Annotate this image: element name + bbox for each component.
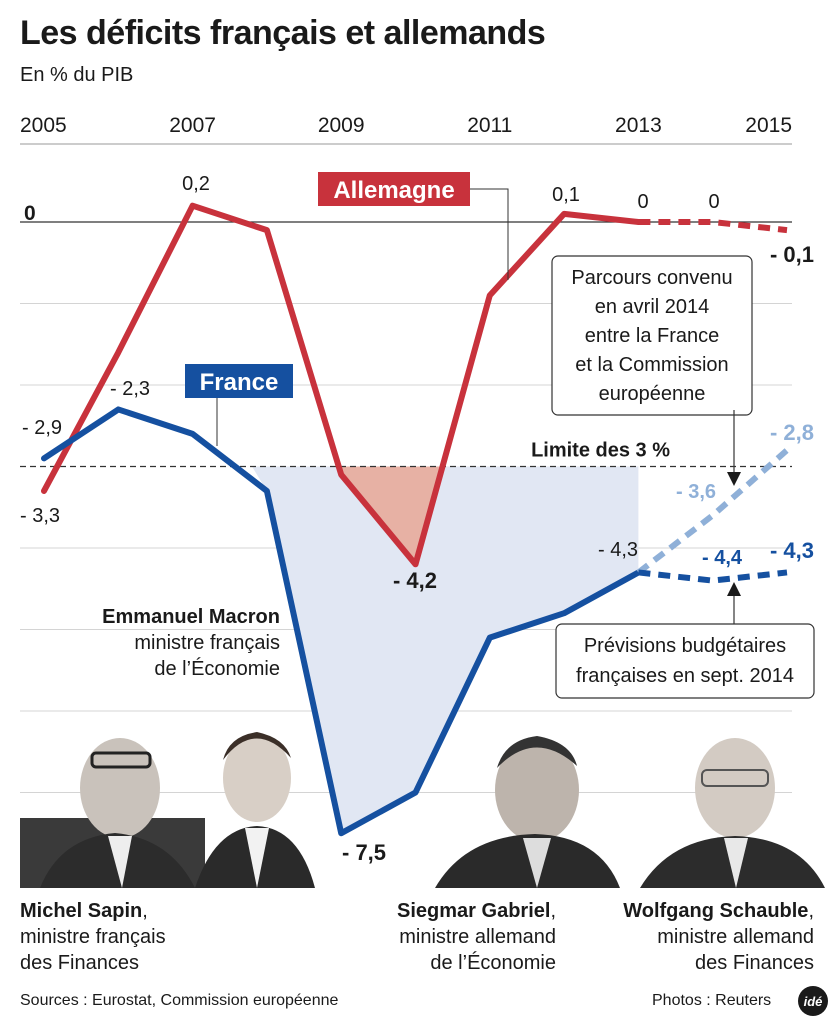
person-name: Siegmar Gabriel [397, 900, 551, 922]
person-role: ministre allemand [399, 926, 556, 948]
allemagne-connector [470, 188, 509, 280]
data-label: - 0,1 [770, 242, 814, 267]
data-label: - 4,3 [770, 538, 814, 563]
person-role: des Finances [695, 952, 814, 974]
annotation-budget-text: Prévisions budgétaires [584, 635, 786, 657]
legend-label-france: France [200, 369, 279, 396]
photo-michel-sapin [20, 738, 205, 888]
caption-michel-sapin: Michel Sapin, ministre français des Fina… [20, 898, 166, 976]
arrow-commission-head [727, 472, 741, 486]
zero-label: 0 [24, 202, 36, 225]
x-tick-label: 2015 [745, 114, 792, 137]
series-forecast-allemagne [638, 219, 788, 234]
data-label: - 4,2 [393, 568, 437, 593]
person-role: de l’Économie [154, 658, 280, 680]
x-tick-label: 2011 [467, 114, 512, 137]
photo-emmanuel-macron [195, 732, 315, 888]
person-name: Emmanuel Macron [102, 606, 280, 628]
person-name: Michel Sapin [20, 900, 143, 922]
person-role: des Finances [20, 952, 139, 974]
legend-label-france-box [185, 364, 293, 398]
data-label: - 4,3 [598, 539, 638, 561]
data-label: 0,1 [552, 184, 580, 206]
legend-label-allemagne-box [318, 172, 470, 206]
person-role: ministre français [20, 926, 166, 948]
caption-wolfgang-schauble: Wolfgang Schauble, ministre allemand des… [623, 898, 814, 976]
annotation-commission-text: Parcours convenu [571, 267, 732, 289]
person-name-suffix: , [142, 900, 148, 922]
france-over-limit-area [252, 466, 639, 834]
x-tick-label: 2009 [318, 114, 365, 137]
data-label: - 3,6 [676, 481, 716, 503]
legend-label-allemagne: Allemagne [333, 177, 454, 204]
x-tick-label: 2007 [169, 114, 216, 137]
annotation-commission-text: en avril 2014 [595, 296, 710, 318]
chart-subtitle: En % du PIB [20, 64, 134, 86]
person-role: de l’Économie [430, 952, 556, 974]
data-label: - 7,5 [342, 840, 386, 865]
limit-line-label: Limite des 3 % [531, 440, 670, 462]
data-label: - 4,4 [702, 547, 743, 569]
series-line-allemagne [41, 202, 642, 568]
data-label: 0 [708, 191, 719, 213]
data-label: 0,2 [182, 173, 210, 195]
photo-credits: Photos : Reuters [652, 992, 772, 1009]
series-line-france [41, 406, 642, 837]
person-name: Wolfgang Schauble [623, 900, 809, 922]
series-forecast-budget [638, 569, 788, 584]
person-name-suffix: , [808, 900, 814, 922]
germany-over-limit-area [337, 466, 442, 565]
annotation-commission-text: européenne [599, 383, 706, 405]
annotation-budget-box [555, 623, 815, 699]
ide-logo: idé [798, 986, 828, 1016]
person-role: ministre français [134, 632, 280, 654]
sources-note: Sources : Eurostat, Commission européenn… [20, 992, 339, 1009]
data-label: - 2,8 [770, 420, 814, 445]
annotation-commission-text: et la Commission [575, 354, 728, 376]
annotation-commission-text: entre la France [585, 325, 720, 347]
x-tick-label: 2013 [615, 114, 662, 137]
series-forecast-commission [636, 447, 789, 575]
data-label: - 2,3 [110, 378, 150, 400]
data-label: 0 [637, 191, 648, 213]
person-role: ministre allemand [657, 926, 814, 948]
person-name-suffix: , [550, 900, 556, 922]
photo-siegmar-gabriel [435, 736, 620, 888]
photo-wolfgang-schauble [640, 738, 825, 888]
x-tick-label: 2005 [20, 114, 67, 137]
chart-title: Les déficits français et allemands [20, 14, 546, 52]
caption-siegmar-gabriel: Siegmar Gabriel, ministre allemand de l’… [397, 898, 556, 976]
data-label: - 3,3 [20, 505, 60, 527]
annotation-budget-text: françaises en sept. 2014 [576, 665, 794, 687]
arrow-budget-head [727, 582, 741, 596]
annotation-commission-box [551, 255, 753, 416]
caption-emmanuel-macron: Emmanuel Macron ministre français de l’É… [102, 604, 280, 682]
data-label: - 2,9 [22, 417, 62, 439]
